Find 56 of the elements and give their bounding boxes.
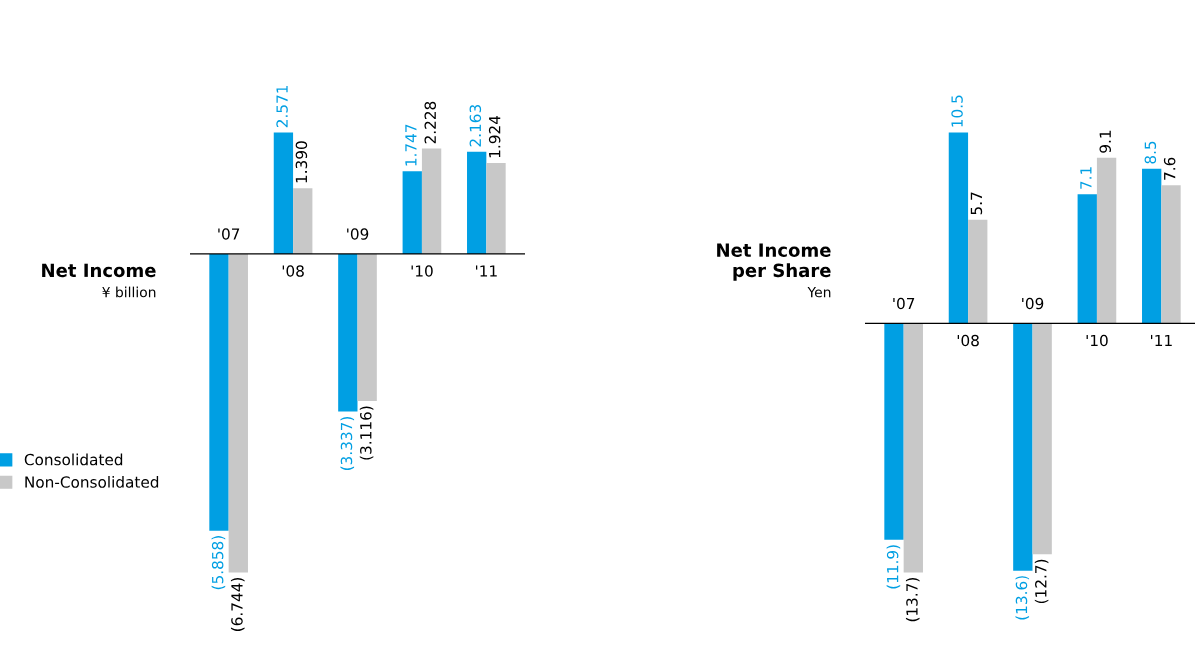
text: Yen xyxy=(807,287,831,298)
data-label: (5.858) xyxy=(211,536,226,590)
bar xyxy=(467,151,487,254)
data-label: (13.6) xyxy=(1015,576,1030,620)
data-label: (12.7) xyxy=(1034,559,1049,604)
x-tick-label: '08 xyxy=(957,334,979,347)
text: ¥ billion xyxy=(102,286,156,298)
legend-label: Non-Consolidated xyxy=(25,475,159,488)
data-label: 2.228 xyxy=(424,101,437,144)
data-label: 2.571 xyxy=(276,85,288,128)
data-label: (13.7) xyxy=(905,577,920,622)
x-tick-label: '08 xyxy=(282,265,304,277)
bar xyxy=(228,253,248,573)
bar xyxy=(968,219,988,324)
data-label: 7.6 xyxy=(1163,157,1176,180)
bar xyxy=(903,323,923,573)
x-tick-label: '10 xyxy=(411,265,433,277)
text: Net Income xyxy=(42,263,156,278)
bar xyxy=(209,253,229,531)
bar xyxy=(421,148,442,254)
x-tick-label: '09 xyxy=(347,228,369,240)
data-label: (11.9) xyxy=(886,545,901,589)
bar xyxy=(402,171,422,254)
bar xyxy=(338,253,358,412)
bar xyxy=(884,323,904,540)
bar xyxy=(1032,323,1052,555)
bar xyxy=(293,188,313,254)
x-tick-label: '07 xyxy=(218,228,240,240)
bar xyxy=(273,132,294,254)
x-tick-label: '11 xyxy=(1151,334,1172,347)
bar xyxy=(1142,168,1162,324)
data-label: 5.7 xyxy=(970,192,983,215)
x-tick-label: '07 xyxy=(893,297,915,310)
bar xyxy=(1013,323,1033,571)
bar xyxy=(1161,185,1181,324)
bar xyxy=(486,162,506,254)
data-label: 7.1 xyxy=(1080,167,1092,189)
data-label: 1.747 xyxy=(405,124,417,166)
data-label: (6.744) xyxy=(230,577,245,631)
bar xyxy=(948,132,969,324)
data-label: (3.116) xyxy=(359,406,374,460)
data-label: 9.1 xyxy=(1099,130,1112,153)
legend-label: Consolidated xyxy=(24,453,123,466)
text: Net Income per Share xyxy=(717,243,831,281)
data-label: 8.5 xyxy=(1144,141,1157,164)
data-label: (3.337) xyxy=(340,417,355,471)
x-tick-label: '09 xyxy=(1022,297,1044,310)
data-label: 1.924 xyxy=(488,115,501,158)
data-label: 1.390 xyxy=(295,141,308,183)
bar xyxy=(1096,157,1117,324)
bar xyxy=(1077,194,1097,324)
bar xyxy=(357,253,377,402)
x-tick-label: '10 xyxy=(1086,334,1108,347)
data-label: 2.163 xyxy=(469,105,482,147)
data-label: 10.5 xyxy=(951,95,963,127)
x-tick-label: '11 xyxy=(476,265,497,277)
